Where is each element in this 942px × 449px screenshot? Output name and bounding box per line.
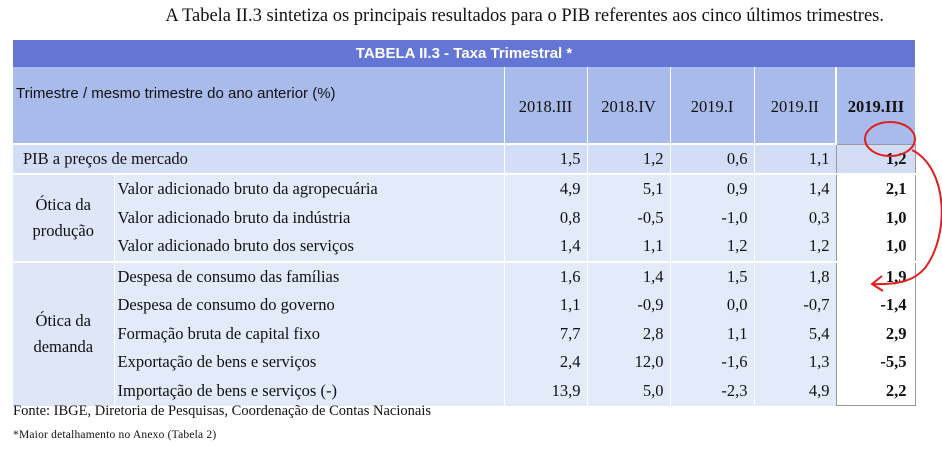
table-cell-current: 1,0 bbox=[835, 232, 916, 262]
table-cell: 13,9 bbox=[503, 376, 587, 406]
row-label: Despesa de consumo das famílias bbox=[114, 260, 504, 291]
table-cell: 12,0 bbox=[586, 348, 670, 377]
column-header: 2018.III bbox=[503, 67, 587, 144]
table-row: Exportação de bens e serviços 2,4 12,0 -… bbox=[13, 348, 916, 377]
intro-paragraph: A Tabela II.3 sintetiza os principais re… bbox=[165, 6, 884, 26]
table-cell-current: 2,1 bbox=[835, 174, 916, 204]
source-note: Fonte: IBGE, Diretoria de Pesquisas, Coo… bbox=[13, 403, 431, 419]
table-cell: -1,0 bbox=[669, 203, 754, 232]
table-row: Despesa de consumo do governo 1,1 -0,9 0… bbox=[13, 291, 916, 320]
header-label: Trimestre / mesmo trimestre do ano anter… bbox=[13, 67, 504, 144]
row-label: Valor adicionado bruto da indústria bbox=[114, 203, 504, 232]
table-cell: 5,4 bbox=[753, 319, 836, 348]
table-cell: 2,8 bbox=[586, 319, 670, 348]
table-cell: 7,7 bbox=[503, 319, 587, 348]
table-cell: 0,9 bbox=[669, 174, 754, 204]
table-cell: 1,2 bbox=[753, 232, 836, 262]
table-cell: 5,1 bbox=[586, 174, 670, 204]
table-cell: 1,5 bbox=[503, 143, 587, 175]
table-row: Valor adicionado bruto dos serviços 1,4 … bbox=[13, 232, 916, 262]
table-cell-current: -5,5 bbox=[835, 348, 916, 377]
table-cell: 5,0 bbox=[586, 376, 670, 406]
table-cell-current: 2,2 bbox=[835, 376, 916, 406]
table-row: Valor adicionado bruto da indústria 0,8 … bbox=[13, 203, 916, 232]
table-title: TABELA II.3 - Taxa Trimestral * bbox=[13, 40, 915, 67]
group-label-production: Ótica da produção bbox=[13, 174, 115, 262]
table-cell: -2,3 bbox=[669, 376, 754, 406]
table-row: Ótica da produção Valor adicionado bruto… bbox=[13, 174, 916, 262]
column-header-current: 2019.III bbox=[835, 67, 915, 144]
table-cell: 4,9 bbox=[753, 376, 836, 406]
group-label-line: Ótica da bbox=[35, 194, 91, 214]
table-cell: 1,5 bbox=[669, 260, 754, 291]
table-cell: 0,0 bbox=[669, 291, 754, 320]
table-cell: 1,1 bbox=[503, 291, 587, 320]
table-cell: 1,6 bbox=[503, 260, 587, 291]
table-cell: 1,4 bbox=[753, 174, 836, 204]
table-cell: 1,3 bbox=[753, 348, 836, 377]
table-cell: 1,1 bbox=[753, 143, 836, 175]
gdp-quarterly-table: TABELA II.3 - Taxa Trimestral * Trimestr… bbox=[13, 40, 916, 406]
group-label-demand: Ótica da demanda bbox=[13, 260, 115, 406]
red-arrow-mark bbox=[871, 149, 942, 286]
group-label-line: demanda bbox=[33, 337, 94, 356]
group-label-line: produção bbox=[32, 220, 94, 240]
table-cell: 1,2 bbox=[586, 143, 670, 175]
table-cell: 2,4 bbox=[503, 348, 587, 377]
red-circle-mark bbox=[864, 121, 916, 157]
table-cell-current: 1,0 bbox=[835, 203, 916, 232]
table-cell: 1,4 bbox=[503, 232, 587, 262]
table-row: Formação bruta de capital fixo 7,7 2,8 1… bbox=[13, 319, 916, 348]
footnote: *Maior detalhamento no Anexo (Tabela 2) bbox=[13, 429, 217, 441]
table-cell: 1,8 bbox=[753, 260, 836, 291]
group-label-line: Ótica da bbox=[35, 311, 91, 330]
table-cell: 1,2 bbox=[669, 232, 754, 262]
table-cell: 1,4 bbox=[586, 260, 670, 291]
table-cell: 0,6 bbox=[669, 143, 754, 175]
table-cell: 0,8 bbox=[503, 203, 587, 232]
column-header: 2018.IV bbox=[586, 67, 670, 144]
table-cell: -0,9 bbox=[586, 291, 670, 320]
table-cell: -0,5 bbox=[586, 203, 670, 232]
table-cell: 1,1 bbox=[586, 232, 670, 262]
row-label: PIB a preços de mercado bbox=[13, 143, 504, 175]
column-header: 2019.II bbox=[753, 67, 836, 144]
table-cell: 0,3 bbox=[753, 203, 836, 232]
column-header: 2019.I bbox=[669, 67, 754, 144]
table-cell-current: 1,2 bbox=[835, 143, 916, 175]
table-cell: 1,1 bbox=[669, 319, 754, 348]
table-cell-current: -1,4 bbox=[835, 291, 916, 320]
table-cell-current: 2,9 bbox=[835, 319, 916, 348]
table-cell: -0,7 bbox=[753, 291, 836, 320]
table-row: Importação de bens e serviços (-) 13,9 5… bbox=[13, 376, 916, 406]
row-label: Valor adicionado bruto da agropecuária bbox=[114, 174, 504, 204]
row-label: Valor adicionado bruto dos serviços bbox=[114, 232, 504, 262]
table-cell: -1,6 bbox=[669, 348, 754, 377]
row-label: Despesa de consumo do governo bbox=[114, 291, 504, 320]
table-row-pib: PIB a preços de mercado 1,5 1,2 0,6 1,1 … bbox=[13, 143, 916, 175]
table-cell: 4,9 bbox=[503, 174, 587, 204]
red-arrowhead-mark bbox=[870, 275, 884, 292]
row-label: Exportação de bens e serviços bbox=[114, 348, 504, 377]
row-label: Formação bruta de capital fixo bbox=[114, 319, 504, 348]
row-label: Importação de bens e serviços (-) bbox=[114, 376, 504, 406]
